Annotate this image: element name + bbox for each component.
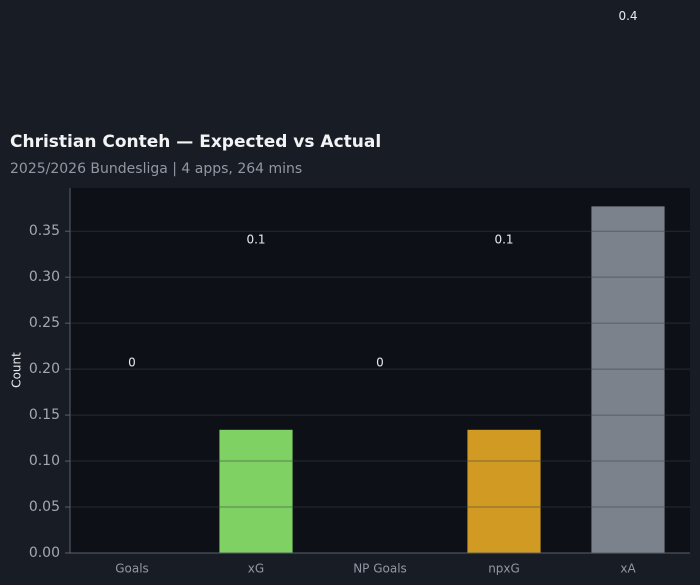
y-tick-label: 0.20 bbox=[29, 361, 60, 377]
y-tick-label: 0.15 bbox=[29, 407, 60, 423]
bar bbox=[467, 429, 541, 553]
x-tick-label: xG bbox=[248, 562, 264, 576]
y-tick-label: 0.30 bbox=[29, 269, 60, 285]
value-label: 0.4 bbox=[618, 9, 637, 23]
chart-subtitle: 2025/2026 Bundesliga | 4 apps, 264 mins bbox=[10, 161, 302, 177]
plot-area bbox=[70, 188, 690, 553]
value-label: 0 bbox=[376, 356, 384, 370]
value-label: 0 bbox=[128, 356, 136, 370]
x-tick-label: NP Goals bbox=[353, 562, 407, 576]
y-tick-label: 0.05 bbox=[29, 499, 60, 515]
bar bbox=[591, 206, 665, 553]
y-tick-label: 0.00 bbox=[29, 545, 60, 561]
bar bbox=[219, 429, 293, 553]
y-tick-label: 0.10 bbox=[29, 453, 60, 469]
y-tick-label: 0.35 bbox=[29, 223, 60, 239]
x-tick-label: Goals bbox=[115, 562, 149, 576]
y-axis-label: Count bbox=[10, 352, 24, 388]
value-label: 0.1 bbox=[494, 232, 513, 246]
value-label: 0.1 bbox=[246, 232, 265, 246]
chart-title: Christian Conteh — Expected vs Actual bbox=[10, 132, 381, 152]
x-tick-label: xA bbox=[620, 562, 636, 576]
x-tick-label: npxG bbox=[488, 562, 520, 576]
y-tick-label: 0.25 bbox=[29, 315, 60, 331]
